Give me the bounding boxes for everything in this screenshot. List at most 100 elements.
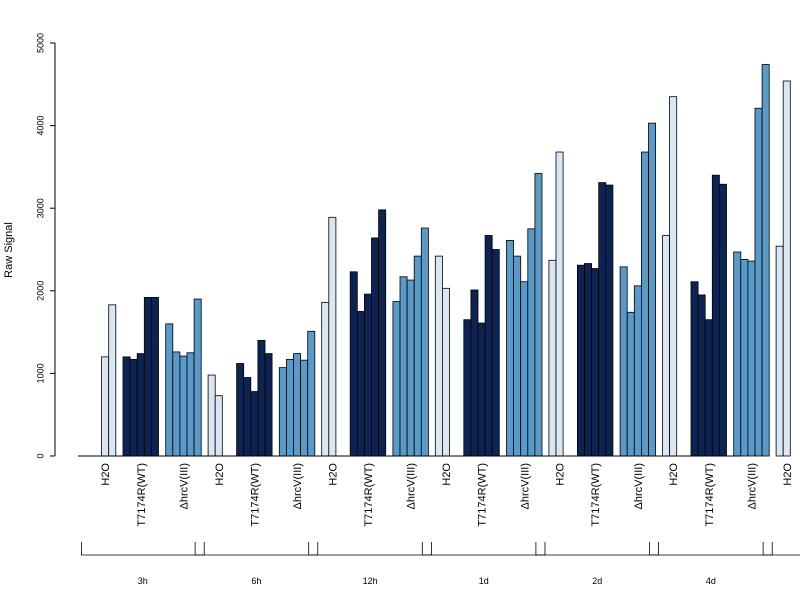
bar [129,358,138,457]
bar [434,255,443,457]
condition-label: H2O [555,463,567,486]
bar [470,289,479,457]
bar [669,96,678,457]
bar [577,264,585,457]
bars-layer [101,64,791,457]
timepoint-bracket [81,542,205,556]
bar [349,271,358,457]
condition-label: T7174R(WT) [704,463,716,527]
bar [761,64,770,457]
bar [690,281,699,457]
bar [520,281,529,457]
bar [534,173,543,457]
timepoint-label: 4d [706,576,716,586]
bar [108,304,117,457]
bar [307,330,316,457]
bar [740,259,749,457]
bar [399,276,408,457]
bar [484,235,493,457]
bar [633,285,642,457]
condition-label: ΔhrcV(III) [633,463,645,509]
bar [605,184,614,457]
bar [186,352,195,457]
bar [143,297,152,457]
condition-label: ΔhrcV(III) [519,463,531,509]
timepoint-bracket [194,542,319,556]
bar [236,363,245,457]
bar [165,323,174,457]
condition-label: ΔhrcV(III) [406,463,418,509]
condition-label: T7174R(WT) [136,463,148,527]
timepoint-bracket [421,542,546,556]
condition-label: ΔhrcV(III) [178,463,190,509]
bar [150,297,159,457]
bar [747,260,756,457]
bar [775,245,784,457]
bar [413,255,422,457]
timepoint-bracket [308,542,432,556]
bar [356,311,365,457]
bar [363,293,372,457]
bar [250,391,259,457]
bar [214,395,223,457]
condition-labels: H2O T7174R(WT) ΔhrcV(III) H2O T7174R(WT) Δhrc… [100,463,794,527]
timepoint-label: 3h [138,576,148,586]
bar [264,353,273,457]
timepoint-label: 12h [363,576,378,586]
bar [477,322,486,457]
timepoint-label: 1d [479,576,489,586]
condition-label: H2O [668,463,680,486]
bar [136,353,145,457]
bar [406,279,415,457]
bar [420,227,429,457]
timepoint-bracket [535,542,659,556]
condition-label: H2O [100,463,112,486]
bar [754,107,763,457]
timepoint-bracket [649,542,773,556]
bar [243,377,252,457]
condition-label: T7174R(WT) [249,463,261,527]
bar [491,249,500,457]
bar [782,80,791,457]
bar [506,240,514,457]
bar [207,374,216,457]
timepoint-bracket [762,542,800,556]
bar [527,228,536,457]
condition-label: T7174R(WT) [477,463,489,527]
timepoint-label: 2d [592,576,602,586]
y-tick-label: 0 [35,453,45,458]
bar [513,255,522,457]
bar [463,319,472,457]
bar [711,174,720,457]
bar [257,339,266,457]
condition-label: H2O [327,463,339,486]
bar [328,216,337,457]
bar [278,367,287,457]
timepoint-label: 6h [251,576,261,586]
bar [122,356,131,457]
bar [441,287,450,457]
bar [548,259,557,457]
bar [704,319,713,457]
condition-label: T7174R(WT) [590,463,602,527]
bar [648,122,656,457]
bar [179,355,188,457]
condition-label: ΔhrcV(III) [292,463,304,509]
condition-label: H2O [441,463,453,486]
bar [598,182,607,457]
bar [101,356,110,457]
bar [371,237,379,457]
y-tick-label: 5000 [35,33,45,53]
bar [392,301,401,457]
bar [555,151,564,457]
bar [293,353,301,457]
bar [321,301,330,457]
condition-label: ΔhrcV(III) [746,463,758,509]
bar [300,359,309,457]
y-axis: 0 1000 2000 3000 4000 5000 [35,33,56,459]
bar [172,351,181,457]
bar [584,263,592,457]
bar [378,209,387,457]
